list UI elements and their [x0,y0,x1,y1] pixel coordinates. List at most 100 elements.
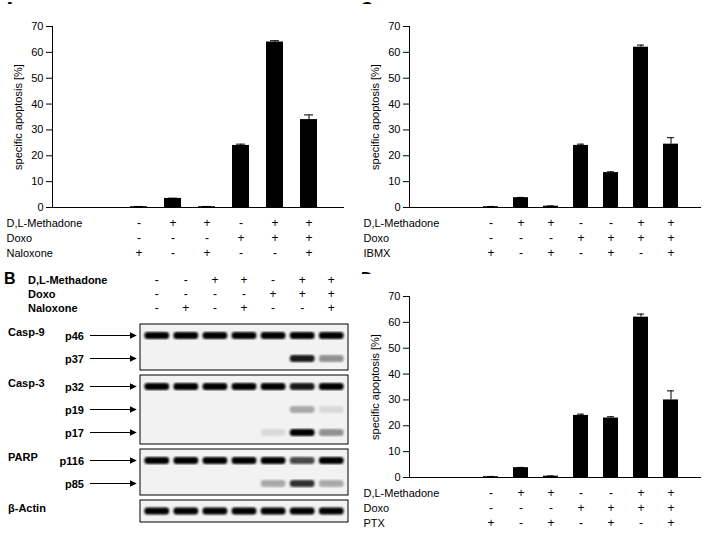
svg-text:-: - [239,216,243,230]
svg-text:+: + [517,216,524,230]
svg-text:0: 0 [394,201,400,213]
svg-text:30: 30 [31,123,43,135]
svg-text:40: 40 [31,98,43,110]
svg-text:Doxo: Doxo [364,232,390,244]
svg-text:-: - [271,301,275,315]
svg-text:+: + [328,273,335,287]
svg-text:p17: p17 [65,427,84,439]
svg-text:20: 20 [388,149,400,161]
svg-text:p116: p116 [60,455,84,467]
svg-text:+: + [667,516,674,530]
svg-text:specific apoptosis [%]: specific apoptosis [%] [369,64,381,170]
svg-text:D,L-Methadone: D,L-Methadone [364,217,440,229]
svg-text:+: + [203,216,210,230]
svg-text:+: + [305,216,312,230]
svg-text:-: - [489,486,493,500]
svg-text:10: 10 [31,175,43,187]
svg-text:-: - [155,287,159,301]
svg-text:+: + [607,246,614,260]
svg-text:-: - [579,246,583,260]
svg-text:70: 70 [388,290,400,302]
svg-text:20: 20 [388,419,400,431]
svg-text:10: 10 [388,445,400,457]
svg-text:D,L-Methadone: D,L-Methadone [364,487,440,499]
svg-text:+: + [637,486,644,500]
svg-text:-: - [242,287,246,301]
svg-text:Naloxone: Naloxone [7,247,53,259]
svg-text:-: - [519,231,523,245]
svg-text:+: + [547,216,554,230]
svg-text:-: - [184,273,188,287]
svg-text:+: + [240,301,247,315]
svg-text:+: + [328,301,335,315]
svg-text:specific apoptosis [%]: specific apoptosis [%] [12,64,24,170]
svg-text:+: + [299,287,306,301]
svg-text:-: - [239,246,243,260]
svg-text:+: + [547,246,554,260]
svg-text:30: 30 [388,123,400,135]
svg-text:+: + [577,501,584,515]
svg-text:-: - [171,231,175,245]
svg-text:PTX: PTX [364,517,386,529]
svg-text:+: + [577,231,584,245]
svg-text:-: - [205,231,209,245]
svg-text:p19: p19 [65,404,84,416]
svg-text:+: + [305,246,312,260]
svg-text:+: + [547,486,554,500]
svg-text:+: + [547,516,554,530]
svg-text:-: - [579,216,583,230]
svg-text:-: - [300,301,304,315]
svg-text:-: - [271,273,275,287]
svg-text:+: + [487,516,494,530]
svg-text:+: + [607,516,614,530]
svg-text:+: + [667,231,674,245]
svg-text:-: - [489,216,493,230]
svg-text:Casp-3: Casp-3 [8,377,45,389]
svg-text:+: + [637,216,644,230]
svg-text:+: + [328,287,335,301]
svg-text:30: 30 [388,393,400,405]
svg-text:20: 20 [31,149,43,161]
svg-text:+: + [182,301,189,315]
svg-text:D,L-Methadone: D,L-Methadone [7,217,83,229]
svg-text:-: - [184,287,188,301]
svg-text:-: - [171,246,175,260]
svg-text:40: 40 [388,368,400,380]
svg-text:-: - [549,231,553,245]
svg-text:+: + [211,273,218,287]
svg-text:70: 70 [388,20,400,32]
svg-text:p85: p85 [65,478,84,490]
svg-text:Doxo: Doxo [364,502,390,514]
svg-text:-: - [213,301,217,315]
svg-text:+: + [667,246,674,260]
svg-text:-: - [519,246,523,260]
svg-text:0: 0 [37,201,43,213]
svg-text:40: 40 [388,98,400,110]
svg-text:+: + [240,273,247,287]
svg-text:-: - [579,486,583,500]
svg-text:Naloxone: Naloxone [28,302,78,314]
svg-text:+: + [607,501,614,515]
svg-text:p37: p37 [65,353,84,365]
svg-text:-: - [155,301,159,315]
svg-text:60: 60 [31,46,43,58]
svg-text:-: - [155,273,159,287]
svg-text:+: + [169,216,176,230]
svg-text:β-Actin: β-Actin [8,502,46,514]
svg-text:10: 10 [388,175,400,187]
svg-text:+: + [637,501,644,515]
svg-text:50: 50 [31,72,43,84]
svg-text:IBMX: IBMX [364,247,392,259]
svg-text:50: 50 [388,342,400,354]
svg-text:specific apoptosis [%]: specific apoptosis [%] [369,334,381,440]
svg-text:-: - [519,516,523,530]
svg-text:-: - [639,246,643,260]
svg-text:+: + [237,231,244,245]
svg-text:+: + [637,231,644,245]
svg-text:p46: p46 [65,330,84,342]
svg-text:-: - [639,516,643,530]
svg-text:-: - [489,231,493,245]
svg-text:-: - [489,501,493,515]
svg-text:Doxo: Doxo [7,232,33,244]
svg-text:+: + [667,501,674,515]
